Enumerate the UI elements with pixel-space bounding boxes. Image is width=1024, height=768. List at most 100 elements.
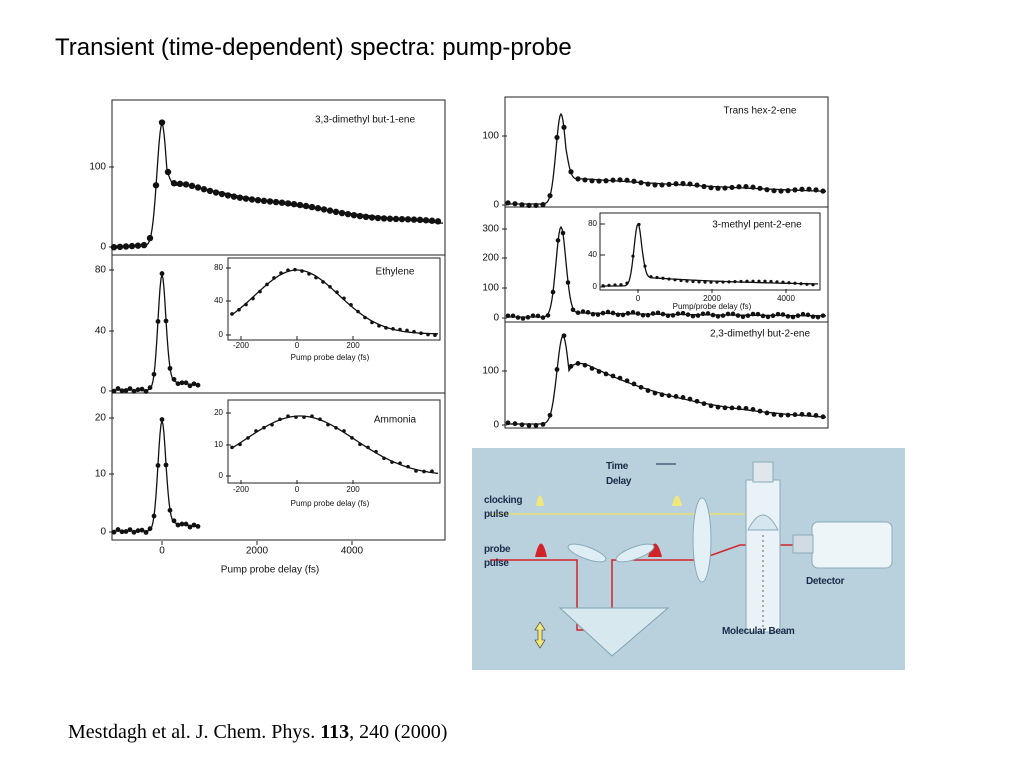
data-dot: [236, 194, 244, 201]
y-tick-label: 20: [214, 408, 223, 417]
data-dot: [640, 312, 646, 318]
data-dot: [582, 362, 588, 368]
data-dot: [266, 198, 274, 205]
data-dot: [139, 527, 145, 533]
data-dot: [703, 280, 707, 284]
data-dot: [806, 412, 812, 417]
data-dot: [398, 461, 402, 466]
data-dot: [695, 313, 701, 318]
data-dot: [675, 311, 681, 316]
data-dot: [637, 222, 641, 227]
data-dot: [176, 180, 184, 188]
data-dot: [278, 199, 286, 206]
data-dot: [710, 312, 716, 318]
data-dot: [163, 462, 169, 468]
data-dot: [589, 366, 595, 371]
data-dot: [143, 389, 149, 394]
data-dot: [820, 188, 826, 194]
data-dot: [680, 180, 686, 187]
data-dot: [426, 332, 430, 337]
data-dot: [769, 279, 773, 284]
data-dot: [167, 507, 173, 513]
data-dot: [619, 283, 623, 287]
y-tick-label: 100: [482, 283, 499, 294]
data-dot: [722, 405, 728, 411]
y-tick-label: 0: [493, 200, 499, 211]
data-dot: [582, 177, 588, 183]
data-dot: [680, 395, 686, 400]
data-dot: [624, 378, 630, 384]
data-dot: [740, 314, 746, 319]
data-dot: [187, 383, 193, 389]
data-dot: [151, 513, 157, 519]
slide-title: Transient (time-dependent) spectra: pump…: [55, 34, 572, 61]
data-dot: [382, 456, 386, 461]
data-dot: [284, 200, 292, 207]
y-tick-label: 0: [219, 471, 224, 480]
y-tick-label: 80: [588, 219, 597, 228]
data-dot: [134, 242, 142, 249]
data-dot: [795, 313, 801, 318]
data-dot: [116, 243, 124, 251]
data-dot: [171, 518, 177, 524]
data-dot: [182, 181, 190, 188]
data-dot: [170, 180, 178, 187]
data-dot: [638, 180, 644, 186]
citation-authors: Mestdagh et al. J. Chem. Phys.: [68, 721, 320, 743]
data-dot: [147, 526, 153, 532]
data-dot: [613, 283, 617, 287]
data-dot: [785, 412, 791, 418]
data-dot: [392, 215, 400, 223]
label: 3,3-dimethyl but-1-ene: [315, 115, 415, 126]
data-dot: [625, 281, 629, 285]
data-dot: [685, 312, 691, 317]
data-dot: [146, 234, 154, 242]
data-dot: [191, 381, 197, 387]
data-dot: [771, 188, 777, 194]
data-dot: [770, 313, 776, 318]
data-dot: [820, 313, 826, 318]
data-dot: [356, 309, 360, 314]
data-dot: [630, 310, 636, 315]
data-dot: [645, 312, 651, 318]
data-dot: [806, 186, 812, 192]
data-dot: [607, 283, 611, 287]
data-dot: [659, 182, 665, 188]
data-dot: [631, 254, 635, 258]
data-dot: [530, 313, 536, 318]
data-dot: [813, 187, 819, 193]
data-dot: [575, 176, 581, 182]
data-dot: [645, 181, 651, 187]
data-dot: [540, 315, 546, 320]
data-dot: [764, 410, 770, 416]
x-tick-label: 0: [159, 546, 165, 557]
data-dot: [643, 264, 647, 268]
data-dot: [708, 185, 714, 191]
x-tick-label: 4000: [341, 546, 364, 557]
data-dot: [811, 283, 815, 287]
detector-label: Detector: [806, 576, 845, 587]
data-dot: [730, 311, 736, 317]
data-dot: [505, 200, 511, 206]
data-dot: [701, 401, 707, 407]
data-dot: [302, 415, 306, 419]
data-dot: [128, 242, 136, 250]
data-dot: [743, 183, 749, 190]
data-dot: [820, 414, 826, 420]
data-dot: [224, 192, 232, 199]
data-dot: [155, 463, 161, 468]
data-dot: [218, 190, 226, 198]
data-dot: [799, 282, 803, 286]
data-dot: [813, 413, 819, 418]
data-dot: [589, 178, 595, 184]
data-dot: [751, 279, 755, 283]
y-tick-label: 100: [482, 366, 499, 377]
data-dot: [715, 280, 719, 284]
data-dot: [596, 178, 602, 184]
data-dot: [115, 527, 121, 532]
data-dot: [631, 178, 637, 184]
data-dot: [230, 193, 238, 200]
data-dot: [335, 290, 339, 295]
data-dot: [650, 311, 656, 316]
